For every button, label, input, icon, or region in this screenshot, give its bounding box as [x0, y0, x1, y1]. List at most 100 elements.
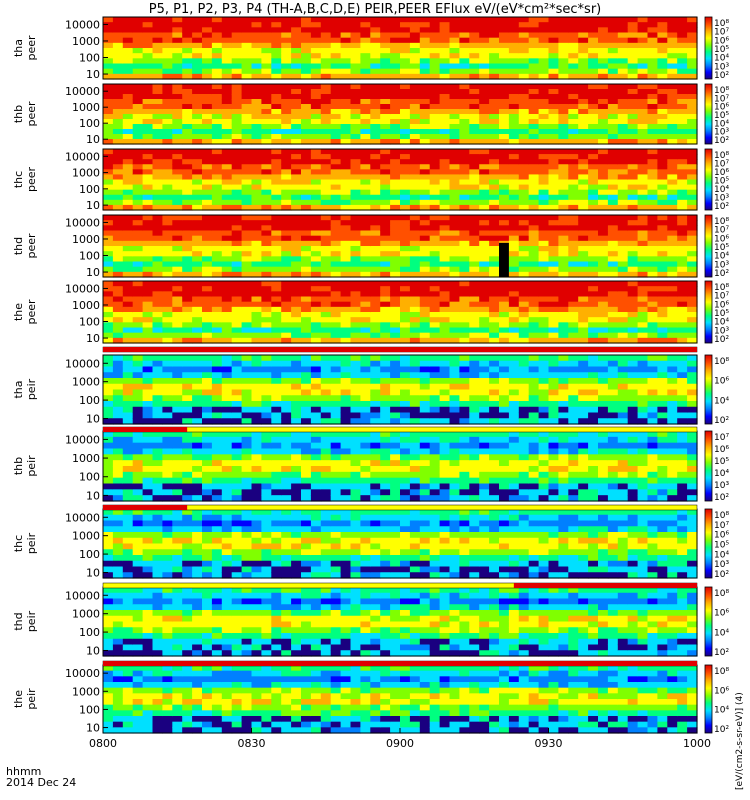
heatmap-cell [439, 114, 451, 120]
heatmap-cell [687, 301, 698, 308]
heatmap-cell [449, 322, 460, 329]
heatmap-cell [677, 53, 688, 59]
heatmap-cell [182, 215, 193, 221]
heatmap-cell [271, 129, 282, 135]
heatmap-cell [568, 251, 579, 257]
heatmap-cell [281, 418, 292, 425]
heatmap-cell [182, 322, 193, 329]
heatmap-cell [112, 17, 124, 23]
heatmap-cell [330, 134, 342, 140]
heatmap-cell [122, 154, 134, 160]
heatmap-cell [627, 360, 639, 368]
heatmap-cell [221, 169, 233, 176]
heatmap-cell [538, 235, 550, 242]
heatmap-cell [320, 204, 332, 211]
heatmap-cell [241, 240, 253, 247]
heatmap-cell [320, 448, 332, 455]
heatmap-cell [400, 246, 411, 252]
colorbar-tick-label: 10⁶ [714, 234, 729, 244]
heatmap-cell [142, 332, 154, 339]
heatmap-cell [221, 89, 233, 95]
heatmap-cell [122, 48, 134, 54]
heatmap-cell [310, 73, 322, 80]
heatmap-cell [459, 48, 470, 54]
heatmap-cell [132, 327, 144, 334]
heatmap-cell [677, 114, 688, 120]
heatmap-cell [400, 22, 411, 28]
heatmap-cell [360, 174, 371, 181]
heatmap-cell [588, 204, 599, 211]
heatmap-cell [400, 327, 411, 334]
heatmap-cell [419, 266, 431, 273]
heatmap-cell [617, 48, 629, 54]
heatmap-cell [598, 174, 609, 181]
heatmap-cell [241, 286, 253, 292]
heatmap-cell [271, 220, 282, 226]
heatmap-cell [687, 256, 698, 263]
heatmap-cell [142, 322, 154, 329]
heatmap-cell [182, 32, 193, 39]
heatmap-cell [419, 286, 431, 292]
heatmap-cell [162, 477, 173, 485]
heatmap-cell [142, 63, 154, 70]
heatmap-cell [687, 99, 698, 105]
heatmap-cell [281, 17, 292, 23]
heatmap-cell [449, 215, 460, 221]
heatmap-cell [152, 261, 163, 268]
heatmap-cell [439, 174, 451, 181]
heatmap-cell [132, 114, 144, 120]
heatmap-cell [281, 114, 292, 120]
heatmap-cell [231, 448, 243, 455]
heatmap-cell [380, 204, 391, 211]
heatmap-cell [568, 266, 579, 273]
heatmap-cell [479, 246, 490, 252]
heatmap-cell [647, 109, 658, 115]
heatmap-cell [261, 306, 272, 313]
heatmap-cell [162, 119, 173, 125]
heatmap-cell [429, 281, 441, 287]
heatmap-cell [390, 84, 401, 90]
heatmap-cell [390, 17, 401, 23]
heatmap-cell [172, 240, 183, 247]
heatmap-cell [439, 99, 451, 105]
heatmap-cell [261, 104, 272, 110]
heatmap-cell [310, 169, 322, 176]
heatmap-cell [598, 256, 609, 263]
heatmap-cell [132, 235, 144, 242]
heatmap-cell [370, 483, 381, 490]
heatmap-cell [281, 204, 292, 211]
heatmap-cell [489, 32, 500, 39]
heatmap-cell [360, 17, 371, 23]
heatmap-cell [301, 366, 312, 373]
heatmap-cell [429, 431, 441, 438]
heatmap-cell [687, 395, 698, 402]
heatmap-cell [558, 395, 569, 402]
heatmap-cell [390, 389, 401, 396]
heatmap-cell [103, 281, 114, 287]
heatmap-cell [390, 332, 401, 339]
heatmap-cell [528, 53, 540, 59]
heatmap-cell [657, 301, 668, 308]
heatmap-cell [647, 296, 658, 303]
y-tick-label: 1000 [72, 35, 100, 48]
heatmap-cell [508, 179, 520, 186]
heatmap-cell [330, 104, 342, 110]
heatmap-cell [202, 286, 213, 292]
heatmap-cell [439, 134, 451, 140]
heatmap-cell [182, 129, 193, 135]
heatmap-cell [677, 149, 688, 155]
heatmap-cell [538, 139, 550, 145]
heatmap-cell [607, 301, 619, 308]
heatmap-cell [449, 179, 460, 186]
heatmap-cell [687, 296, 698, 303]
heatmap-cell [449, 37, 460, 44]
heatmap-cell [132, 174, 144, 181]
heatmap-cell [578, 124, 589, 130]
heatmap-cell [518, 89, 530, 95]
heatmap-cell [211, 109, 223, 115]
heatmap-cell [142, 99, 154, 105]
heatmap-cell [330, 89, 342, 95]
heatmap-cell [607, 89, 619, 95]
heatmap-cell [578, 32, 589, 39]
heatmap-cell [528, 220, 540, 226]
